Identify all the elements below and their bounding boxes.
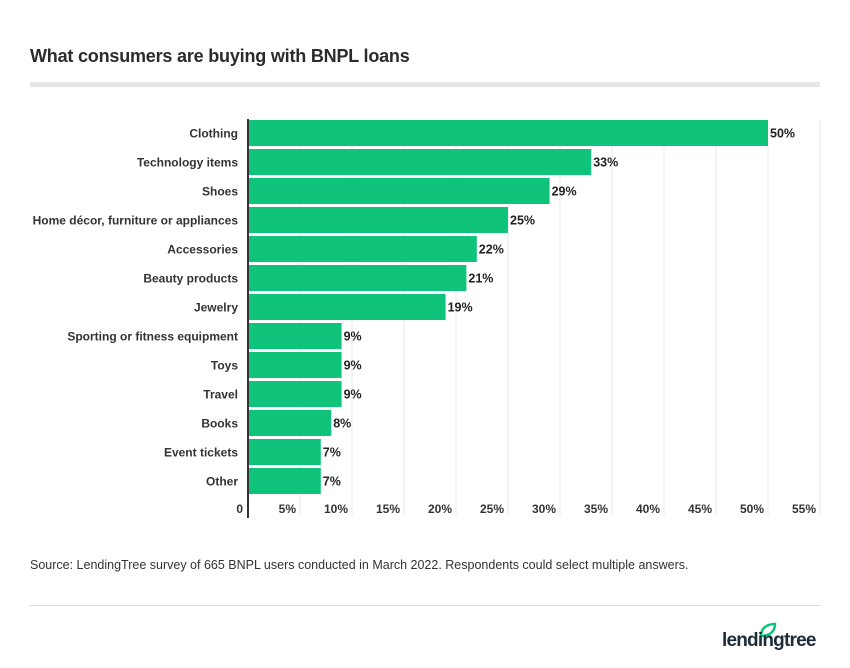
bar bbox=[248, 149, 592, 175]
data-label: 29% bbox=[552, 185, 577, 199]
logo-text: lendingtree bbox=[722, 630, 816, 651]
data-label: 8% bbox=[333, 417, 351, 431]
x-tick-label: 50% bbox=[740, 502, 764, 516]
x-tick-label: 0 bbox=[236, 502, 243, 516]
footer-divider bbox=[30, 605, 820, 606]
bar bbox=[248, 265, 467, 291]
bar bbox=[248, 294, 446, 320]
category-label: Shoes bbox=[202, 185, 238, 199]
x-tick-label: 40% bbox=[636, 502, 660, 516]
category-label: Accessories bbox=[167, 243, 238, 257]
data-label: 22% bbox=[479, 243, 504, 257]
bar bbox=[248, 236, 477, 262]
bar-chart: 0 5% 10% 15% 20% 25% 30% 35% 40% 45% 50% 55% Clothin… bbox=[33, 119, 821, 518]
x-tick-label: 15% bbox=[376, 502, 400, 516]
category-label: Home décor, furniture or appliances bbox=[33, 214, 239, 228]
x-tick-label: 35% bbox=[584, 502, 608, 516]
bar bbox=[248, 468, 321, 494]
category-label: Books bbox=[201, 417, 238, 431]
title-divider bbox=[30, 82, 820, 87]
data-label: 9% bbox=[344, 330, 362, 344]
bar bbox=[248, 352, 342, 378]
category-label: Sporting or fitness equipment bbox=[67, 330, 238, 344]
lendingtree-logo: lendingtree bbox=[722, 622, 817, 652]
chart-title: What consumers are buying with BNPL loan… bbox=[30, 46, 410, 66]
x-tick-label: 25% bbox=[480, 502, 504, 516]
category-label: Clothing bbox=[189, 127, 238, 141]
bar bbox=[248, 410, 332, 436]
bar bbox=[248, 178, 550, 204]
data-label: 19% bbox=[448, 301, 473, 315]
x-tick-label: 20% bbox=[428, 502, 452, 516]
category-label: Other bbox=[206, 475, 238, 489]
category-label: Travel bbox=[203, 388, 238, 402]
source-note: Source: LendingTree survey of 665 BNPL u… bbox=[30, 558, 689, 572]
x-tick-label: 45% bbox=[688, 502, 712, 516]
bar bbox=[248, 120, 768, 146]
x-tick-label: 10% bbox=[324, 502, 348, 516]
data-label: 25% bbox=[510, 214, 535, 228]
category-label: Event tickets bbox=[164, 446, 238, 460]
data-label: 50% bbox=[770, 127, 795, 141]
bar bbox=[248, 439, 321, 465]
category-label: Beauty products bbox=[143, 272, 238, 286]
data-label: 9% bbox=[344, 359, 362, 373]
data-label: 7% bbox=[323, 475, 341, 489]
x-tick-label: 5% bbox=[279, 502, 297, 516]
x-tick-label: 55% bbox=[792, 502, 816, 516]
data-label: 33% bbox=[593, 156, 618, 170]
leaf-icon bbox=[759, 622, 777, 638]
category-label: Jewelry bbox=[194, 301, 238, 315]
data-label: 7% bbox=[323, 446, 341, 460]
category-label: Technology items bbox=[137, 156, 238, 170]
x-tick-label: 30% bbox=[532, 502, 556, 516]
bar bbox=[248, 323, 342, 349]
bar bbox=[248, 381, 342, 407]
category-label: Toys bbox=[211, 359, 238, 373]
bar bbox=[248, 207, 508, 233]
data-label: 21% bbox=[468, 272, 493, 286]
data-label: 9% bbox=[344, 388, 362, 402]
